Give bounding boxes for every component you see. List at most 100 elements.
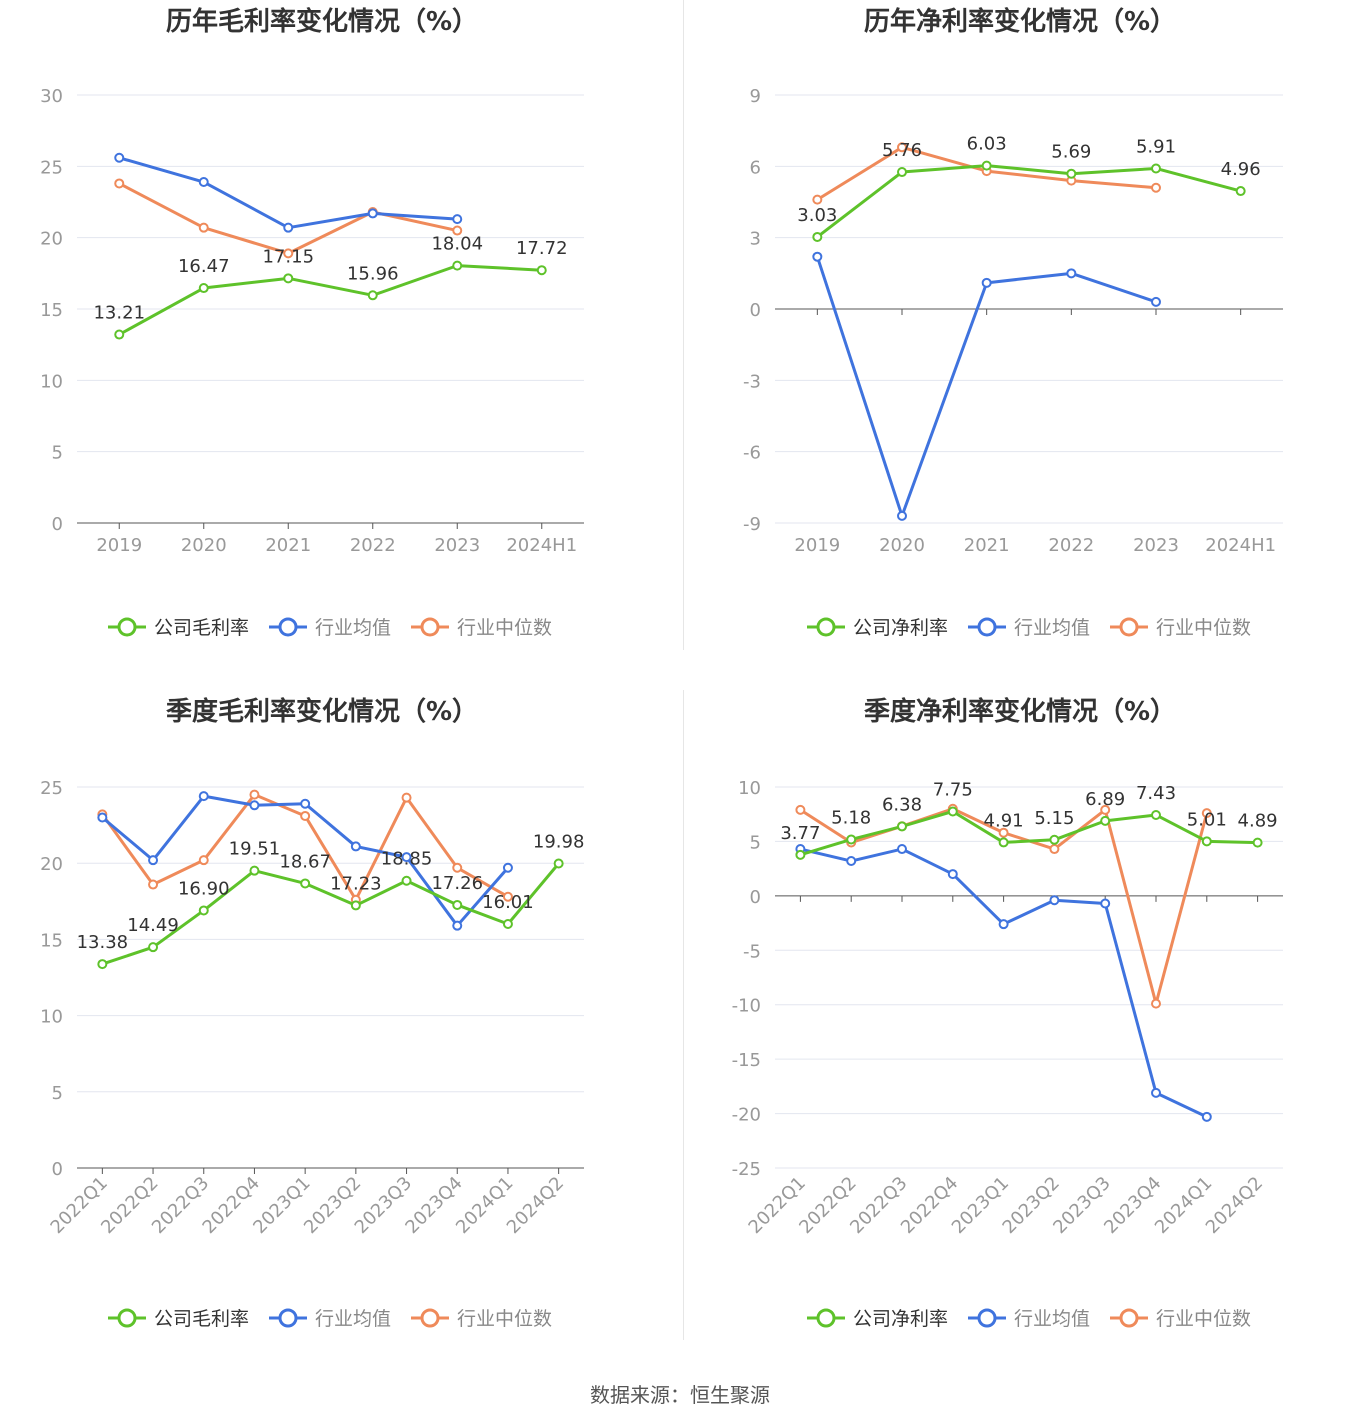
series-line-company bbox=[118, 264, 542, 336]
data-label: 5.18 bbox=[831, 807, 871, 828]
legend-label: 行业均值 bbox=[1014, 617, 1090, 639]
data-point-median bbox=[198, 855, 209, 866]
data-point-company bbox=[401, 875, 412, 886]
legend-marker bbox=[420, 1308, 440, 1328]
y-tick-label: 9 bbox=[750, 86, 761, 107]
data-point-avg bbox=[998, 919, 1009, 930]
data-point-company bbox=[1252, 837, 1263, 848]
x-tick-label: 2024H1 bbox=[506, 535, 577, 556]
data-label: 4.96 bbox=[1221, 159, 1261, 180]
y-tick-label: -3 bbox=[743, 371, 761, 392]
data-point-company bbox=[249, 865, 260, 876]
data-point-company bbox=[283, 273, 294, 284]
legend-label: 行业中位数 bbox=[1156, 617, 1251, 639]
data-label: 16.01 bbox=[482, 892, 534, 913]
chart-title: 历年净利率变化情况（%） bbox=[864, 6, 1176, 37]
data-point-avg bbox=[198, 791, 209, 802]
data-label: 6.03 bbox=[967, 134, 1007, 155]
legend-marker bbox=[816, 1308, 836, 1328]
data-point-median bbox=[1049, 844, 1060, 855]
data-label: 17.23 bbox=[330, 873, 382, 894]
data-point-company bbox=[300, 878, 311, 889]
series-line-avg bbox=[800, 847, 1208, 1119]
annual-gross-margin-svg: 历年毛利率变化情况（%） 0 5 10 15 20 25 30 2019 2020 2021 2022… bbox=[40, 6, 584, 639]
data-point-median bbox=[401, 792, 412, 803]
data-point-company bbox=[947, 806, 958, 817]
data-label: 6.38 bbox=[882, 794, 922, 815]
data-point-avg bbox=[947, 869, 958, 880]
quarterly-net-margin-svg: 季度净利率变化情况（%）-25-20-15-10-505102022Q12022… bbox=[732, 696, 1283, 1330]
data-point-avg bbox=[401, 852, 412, 863]
data-point-company bbox=[452, 260, 463, 271]
data-point-avg bbox=[897, 844, 907, 855]
data-point-avg bbox=[249, 800, 260, 811]
data-label: 6.89 bbox=[1085, 789, 1125, 810]
legend-label: 公司净利率 bbox=[853, 617, 948, 639]
data-label: 5.76 bbox=[882, 140, 922, 161]
y-tick-label: -6 bbox=[743, 443, 761, 464]
data-label: 17.26 bbox=[431, 873, 483, 894]
data-point-avg bbox=[114, 152, 125, 163]
data-point-company bbox=[553, 858, 564, 869]
annual-net-margin-svg: 历年净利率变化情况（%） -9 -6 -3 0 3 6 9 2019 2020 2021 2022 20… bbox=[743, 6, 1283, 639]
y-tick-label: 20 bbox=[40, 229, 63, 250]
data-point-avg bbox=[1151, 1087, 1161, 1098]
x-tick-label: 2024Q2 bbox=[503, 1173, 568, 1238]
data-point-company bbox=[981, 160, 992, 171]
y-tick-label: 10 bbox=[40, 371, 63, 392]
y-tick-label: 30 bbox=[40, 86, 63, 107]
data-point-median bbox=[198, 222, 209, 233]
data-label: 5.69 bbox=[1051, 142, 1091, 163]
data-point-company bbox=[97, 959, 108, 970]
data-point-median bbox=[998, 827, 1009, 838]
data-point-avg bbox=[148, 855, 159, 866]
x-tick-label: 2024H1 bbox=[1205, 535, 1276, 556]
data-label: 16.47 bbox=[178, 256, 230, 277]
x-tick-label: 2020 bbox=[879, 535, 925, 556]
data-point-company bbox=[846, 834, 857, 845]
x-tick-label: 2023 bbox=[434, 535, 480, 556]
legend-label: 行业中位数 bbox=[457, 617, 552, 639]
chart-annual-net-margin: 历年净利率变化情况（%） -9 -6 -3 0 3 6 9 2019 2020 2021 2022 20… bbox=[698, 0, 1358, 660]
data-label: 4.91 bbox=[984, 810, 1024, 831]
y-tick-label: 5 bbox=[750, 832, 761, 853]
legend-label: 公司净利率 bbox=[853, 1308, 948, 1330]
legend-marker bbox=[1119, 617, 1139, 637]
y-tick-label: 10 bbox=[40, 1007, 63, 1028]
legend-label: 行业中位数 bbox=[457, 1308, 552, 1330]
data-point-company bbox=[502, 919, 513, 930]
data-point-median bbox=[1151, 182, 1161, 193]
y-tick-label: 6 bbox=[750, 157, 761, 178]
data-point-company bbox=[1235, 186, 1246, 197]
data-label: 13.38 bbox=[77, 932, 129, 953]
y-tick-label: 15 bbox=[40, 300, 63, 321]
data-label: 17.15 bbox=[262, 246, 314, 267]
data-label: 4.89 bbox=[1238, 811, 1278, 832]
y-tick-label: 15 bbox=[40, 930, 63, 951]
data-point-avg bbox=[350, 841, 361, 852]
data-label: 19.98 bbox=[533, 832, 585, 853]
data-point-company bbox=[897, 167, 907, 178]
legend-marker bbox=[977, 1308, 997, 1328]
data-point-company bbox=[1151, 809, 1161, 820]
data-point-median bbox=[1201, 808, 1212, 819]
x-tick-label: 2020 bbox=[181, 535, 227, 556]
x-tick-label: 2019 bbox=[794, 535, 840, 556]
data-point-median bbox=[148, 879, 159, 890]
data-point-avg bbox=[981, 277, 992, 288]
data-point-median bbox=[795, 804, 806, 815]
x-tick-label: 2019 bbox=[96, 535, 142, 556]
data-point-median bbox=[1151, 998, 1161, 1009]
data-point-median bbox=[897, 142, 907, 153]
data-point-company bbox=[998, 837, 1009, 848]
data-point-company bbox=[452, 899, 463, 910]
data-point-median bbox=[1100, 804, 1111, 815]
legend-marker bbox=[977, 617, 997, 637]
data-point-company bbox=[795, 849, 806, 860]
data-point-avg bbox=[1049, 895, 1060, 906]
y-tick-label: 5 bbox=[52, 1083, 63, 1104]
data-label: 17.72 bbox=[516, 238, 568, 259]
data-point-avg bbox=[1066, 268, 1077, 279]
series-line-median bbox=[118, 182, 458, 255]
data-label: 3.77 bbox=[780, 823, 820, 844]
